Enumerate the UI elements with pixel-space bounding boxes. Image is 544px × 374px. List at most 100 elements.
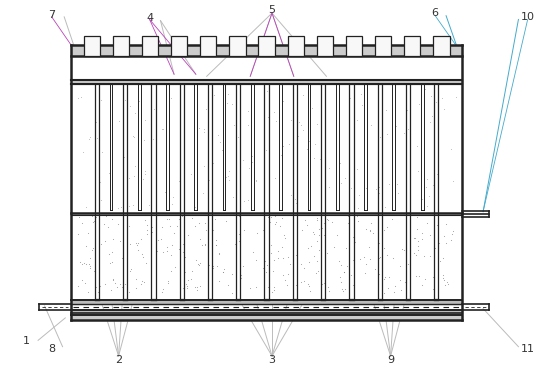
Point: [293, 202, 301, 208]
Point: [356, 91, 365, 97]
Point: [305, 138, 313, 144]
Point: [251, 178, 260, 184]
Point: [137, 281, 145, 287]
Point: [339, 269, 348, 275]
Point: [413, 238, 422, 244]
Bar: [404, 36, 421, 56]
Point: [75, 214, 83, 220]
Point: [310, 155, 318, 161]
Point: [271, 213, 280, 219]
Point: [400, 247, 409, 253]
Point: [147, 229, 156, 234]
Point: [292, 282, 301, 288]
Point: [304, 245, 313, 251]
Point: [133, 247, 142, 253]
Point: [303, 146, 312, 152]
Point: [141, 217, 150, 223]
Point: [109, 277, 118, 283]
Point: [423, 177, 431, 183]
Point: [200, 163, 208, 169]
Point: [196, 236, 205, 242]
Point: [298, 227, 306, 233]
Point: [410, 235, 418, 241]
Point: [140, 137, 149, 143]
Point: [120, 281, 129, 287]
Point: [218, 147, 227, 153]
Point: [239, 263, 248, 269]
Point: [332, 232, 341, 237]
Point: [288, 229, 297, 235]
Point: [267, 242, 275, 248]
Point: [406, 135, 415, 141]
Point: [244, 165, 253, 171]
Point: [249, 249, 258, 255]
Point: [410, 250, 418, 256]
Point: [224, 91, 232, 97]
Point: [94, 288, 103, 294]
Point: [116, 238, 125, 244]
Point: [77, 277, 86, 283]
Point: [367, 122, 376, 128]
Point: [104, 224, 113, 230]
Point: [362, 261, 370, 267]
Point: [440, 233, 448, 239]
Point: [258, 227, 267, 233]
Point: [349, 234, 358, 240]
Point: [202, 105, 211, 111]
Point: [403, 107, 412, 113]
Point: [204, 100, 213, 106]
Point: [366, 229, 375, 234]
Point: [162, 244, 171, 250]
Point: [279, 255, 287, 261]
Point: [146, 241, 155, 247]
Point: [164, 280, 172, 286]
Point: [391, 123, 400, 129]
Point: [263, 88, 272, 94]
Point: [286, 261, 294, 267]
Point: [137, 236, 145, 242]
Point: [309, 231, 318, 237]
Point: [248, 159, 256, 165]
Point: [107, 216, 116, 222]
Point: [411, 252, 420, 258]
Point: [116, 281, 125, 287]
Point: [178, 249, 187, 255]
Point: [212, 242, 220, 248]
Bar: [113, 36, 129, 56]
Point: [390, 283, 399, 289]
Point: [430, 174, 438, 180]
Point: [413, 243, 422, 249]
Point: [418, 230, 427, 236]
Point: [234, 232, 243, 237]
Point: [268, 268, 277, 274]
Point: [131, 110, 140, 116]
Point: [131, 285, 140, 291]
Point: [252, 284, 261, 290]
Point: [219, 269, 227, 275]
Point: [89, 218, 98, 224]
Text: 9: 9: [387, 355, 394, 365]
Point: [224, 174, 232, 180]
Point: [175, 178, 184, 184]
Point: [270, 257, 279, 263]
Point: [156, 236, 165, 242]
Point: [401, 245, 410, 251]
Point: [169, 194, 177, 200]
Point: [343, 213, 352, 219]
Point: [88, 213, 96, 219]
Point: [280, 232, 289, 237]
Point: [126, 103, 134, 109]
Point: [215, 251, 224, 257]
Point: [232, 214, 240, 220]
Point: [188, 269, 196, 275]
Point: [127, 266, 135, 272]
Point: [179, 241, 188, 247]
Point: [310, 253, 319, 259]
Point: [447, 237, 456, 243]
Point: [75, 259, 84, 265]
Point: [314, 232, 323, 238]
Point: [423, 220, 431, 226]
Point: [430, 251, 438, 257]
Point: [190, 204, 199, 210]
Point: [400, 279, 409, 285]
